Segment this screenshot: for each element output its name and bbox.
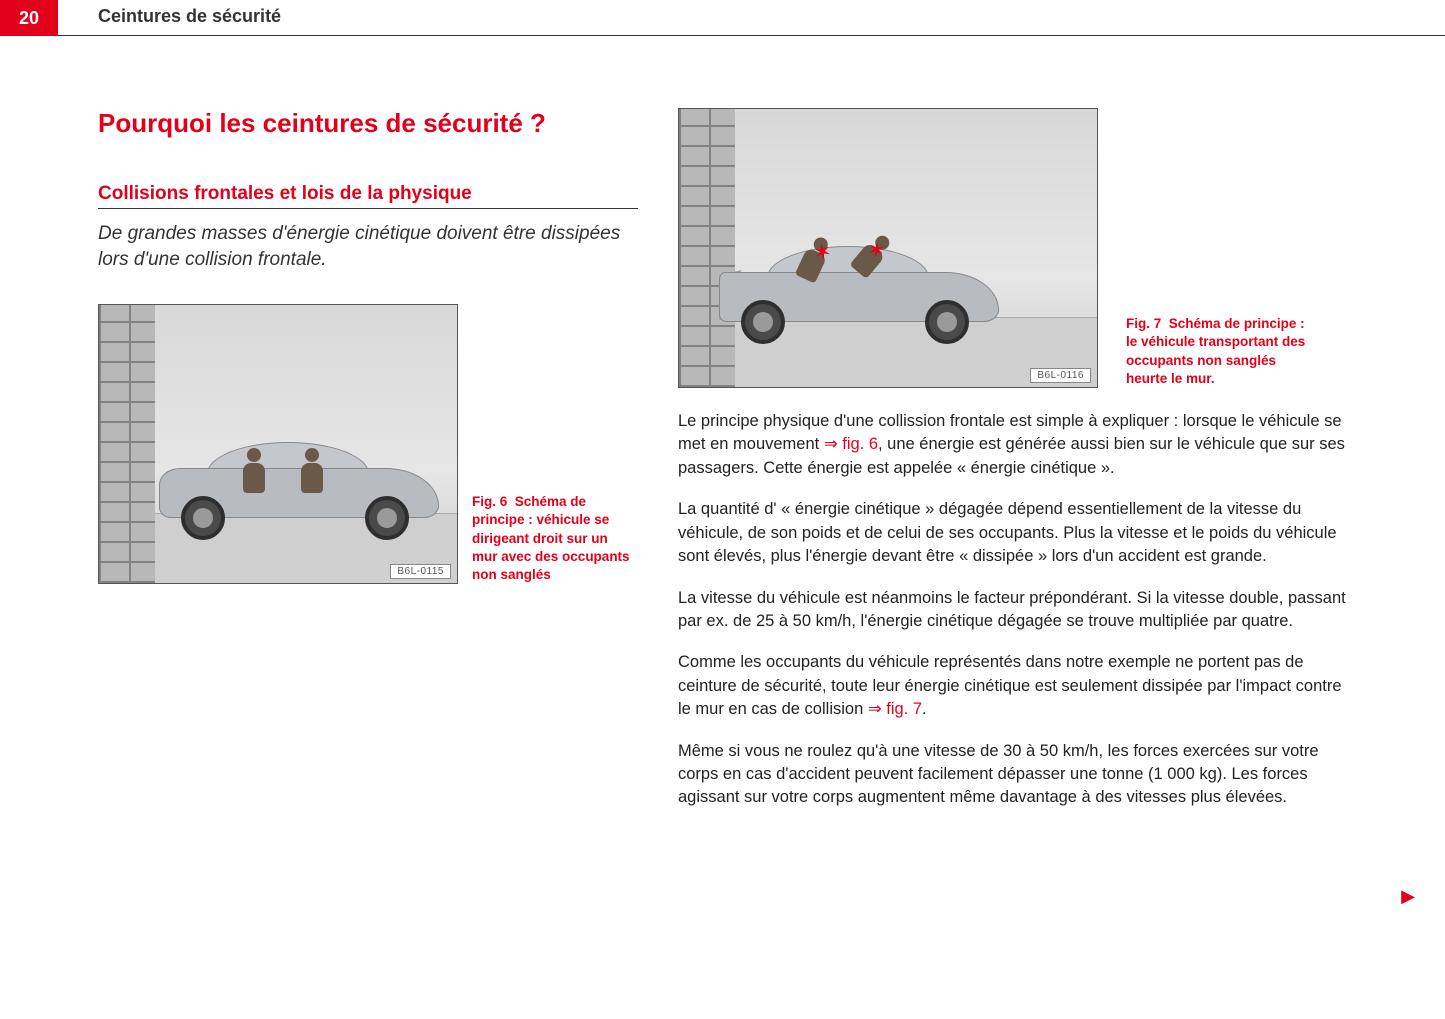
right-column: ✶ ✶ B6L-0116 Fig. 7 Schéma de principe :… bbox=[678, 108, 1350, 828]
paragraph-5: Même si vous ne roulez qu'à une vitesse … bbox=[678, 740, 1350, 810]
figure-6-image: B6L-0115 bbox=[98, 304, 458, 584]
header-rule bbox=[58, 35, 1445, 36]
continue-arrow-icon[interactable]: ▶ bbox=[1401, 886, 1415, 907]
figure-7-caption: Fig. 7 Schéma de principe : le véhicule … bbox=[1126, 315, 1306, 388]
figure-7-id: B6L-0116 bbox=[1030, 368, 1091, 383]
occupant-front bbox=[241, 448, 267, 494]
rear-wheel bbox=[925, 300, 969, 344]
figure-7-prefix: Fig. 7 bbox=[1126, 316, 1161, 331]
figure-7-row: ✶ ✶ B6L-0116 Fig. 7 Schéma de principe :… bbox=[678, 108, 1350, 388]
car-crashed: ✶ ✶ bbox=[719, 242, 999, 342]
fig7-reference-link[interactable]: ⇒ fig. 7 bbox=[868, 700, 922, 718]
fig6-reference-link[interactable]: ⇒ fig. 6 bbox=[824, 435, 878, 453]
lead-paragraph: De grandes masses d'énergie cinétique do… bbox=[98, 221, 638, 272]
body-text: Le principe physique d'une collission fr… bbox=[678, 410, 1350, 810]
page-number-box: 20 bbox=[0, 0, 58, 36]
front-wheel bbox=[181, 496, 225, 540]
figure-6-id: B6L-0115 bbox=[390, 564, 451, 579]
p4-part-b: . bbox=[922, 700, 927, 718]
impact-mark-icon: ✶ bbox=[868, 239, 886, 262]
paragraph-1: Le principe physique d'une collission fr… bbox=[678, 410, 1350, 480]
chapter-title: Ceintures de sécurité bbox=[98, 6, 281, 27]
paragraph-4: Comme les occupants du véhicule représen… bbox=[678, 651, 1350, 721]
figure-6-row: B6L-0115 Fig. 6 Schéma de principe : véh… bbox=[98, 304, 638, 584]
occupant-rear bbox=[299, 448, 325, 494]
wall bbox=[99, 305, 155, 583]
page-header: 20 Ceintures de sécurité bbox=[0, 0, 1445, 36]
sub-heading: Collisions frontales et lois de la physi… bbox=[98, 183, 638, 209]
page-number: 20 bbox=[19, 8, 39, 29]
car-approaching bbox=[159, 438, 439, 538]
main-heading: Pourquoi les ceintures de sécurité ? bbox=[98, 108, 638, 139]
figure-6-caption: Fig. 6 Schéma de principe : véhicule se … bbox=[472, 493, 632, 584]
figure-6-prefix: Fig. 6 bbox=[472, 494, 507, 509]
front-wheel bbox=[741, 300, 785, 344]
rear-wheel bbox=[365, 496, 409, 540]
paragraph-2: La quantité d' « énergie cinétique » dég… bbox=[678, 498, 1350, 568]
left-column: Pourquoi les ceintures de sécurité ? Col… bbox=[98, 108, 638, 584]
figure-7-image: ✶ ✶ B6L-0116 bbox=[678, 108, 1098, 388]
p4-part-a: Comme les occupants du véhicule représen… bbox=[678, 653, 1342, 718]
paragraph-3: La vitesse du véhicule est néanmoins le … bbox=[678, 587, 1350, 634]
